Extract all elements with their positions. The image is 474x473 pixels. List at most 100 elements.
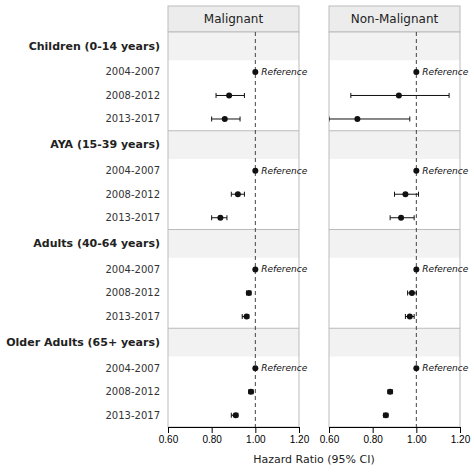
point [222,116,228,122]
reference-label: Reference [422,166,468,176]
x-tick: 1.00 [407,427,427,445]
group-label: AYA (15-39 years) [50,138,160,151]
point [383,412,389,418]
panel: Malignant 0.60 0.80 1.00 1.20 Reference Refere… [159,6,310,445]
x-tick-mark [168,427,169,433]
reference-label: Reference [261,166,307,176]
point [396,92,402,98]
x-tick-label: 0.60 [159,434,179,445]
x-tick-mark [373,427,374,433]
reference-label: Reference [422,67,468,77]
period-label: 2008-2012 [105,90,160,101]
period-label: 2004-2007 [105,264,160,275]
x-tick: 1.20 [451,427,471,445]
error-bar [212,215,227,220]
error-bar [242,314,249,319]
column-header [329,6,460,32]
x-axis-title: Hazard Ratio (95% CI) [253,453,375,466]
reference-label: Reference [261,264,307,274]
x-tick: 0.60 [320,427,340,445]
x-axis: 0.60 0.80 1.00 1.20 [159,427,310,445]
group-header-band [329,32,460,60]
period-label: 2004-2007 [105,363,160,374]
period-label: 2004-2007 [105,165,160,176]
x-tick-label: 0.60 [320,434,340,445]
group-header-band [329,328,460,356]
x-tick: 0.80 [202,427,222,445]
point [398,215,404,221]
x-tick-mark [460,427,461,433]
x-tick-mark [299,427,300,433]
x-tick-mark [212,427,213,433]
x-tick: 0.60 [159,427,179,445]
group-header-band [168,32,299,60]
reference-label: Reference [261,363,307,373]
reference-point [252,69,258,75]
group-header-band [329,131,460,159]
x-tick-label: 0.80 [363,434,383,445]
x-tick-mark [329,427,330,433]
reference-point [252,168,258,174]
period-label: 2004-2007 [105,66,160,77]
x-tick-label: 1.00 [246,434,266,445]
period-label: 2013-2017 [105,212,160,223]
error-bar [408,290,417,295]
column-title: Non-Malignant [351,12,439,26]
reference-label: Reference [422,363,468,373]
reference-point [413,266,419,272]
reference-point [252,365,258,371]
group-divider [329,328,460,329]
x-tick-mark [255,427,256,433]
x-tick-label: 0.80 [202,434,222,445]
x-tick-label: 1.20 [451,434,471,445]
group-label: Children (0-14 years) [29,40,160,53]
group-label: Adults (40-64 years) [33,237,160,250]
group-divider [329,130,460,131]
error-bar [388,389,392,394]
error-bar [405,314,414,319]
point [248,389,254,395]
point [354,116,360,122]
column-title: Malignant [204,12,264,26]
group-divider [168,130,299,131]
group-header-band [329,230,460,258]
point [402,191,408,197]
group-header-band [168,230,299,258]
x-axis-domain [330,428,461,434]
chart: Children (0-14 years) AYA (15-39 years) Ad… [0,0,474,473]
error-bar [216,93,244,98]
point [233,412,239,418]
reference-label: Reference [422,264,468,274]
x-tick-label: 1.20 [290,434,310,445]
error-bar [231,192,244,197]
group-header-band [168,131,299,159]
period-label: 2008-2012 [105,287,160,298]
group-divider [329,229,460,230]
error-bar [390,215,414,220]
x-tick: 0.80 [363,427,383,445]
error-bar [384,413,388,418]
x-tick: 1.00 [246,427,266,445]
point [226,92,232,98]
column-header [168,6,299,32]
point [235,191,241,197]
point [217,215,223,221]
error-bar [329,116,410,121]
group-label: Older Adults (65+ years) [6,336,160,349]
error-bar [231,413,238,418]
point [409,290,415,296]
period-label: 2013-2017 [105,311,160,322]
marks [212,32,259,427]
x-tick-mark [416,427,417,433]
reference-point [252,266,258,272]
point [407,313,413,319]
error-bar [351,93,449,98]
reference-label: Reference [261,67,307,77]
panel: Non-Malignant 0.60 0.80 1.00 1.20 Reference Re… [320,6,471,445]
period-label: 2013-2017 [105,113,160,124]
point [387,389,393,395]
row-labels: Children (0-14 years) AYA (15-39 years) Ad… [6,40,160,421]
x-tick-label: 1.00 [407,434,427,445]
reference-point [413,69,419,75]
reference-point [413,168,419,174]
